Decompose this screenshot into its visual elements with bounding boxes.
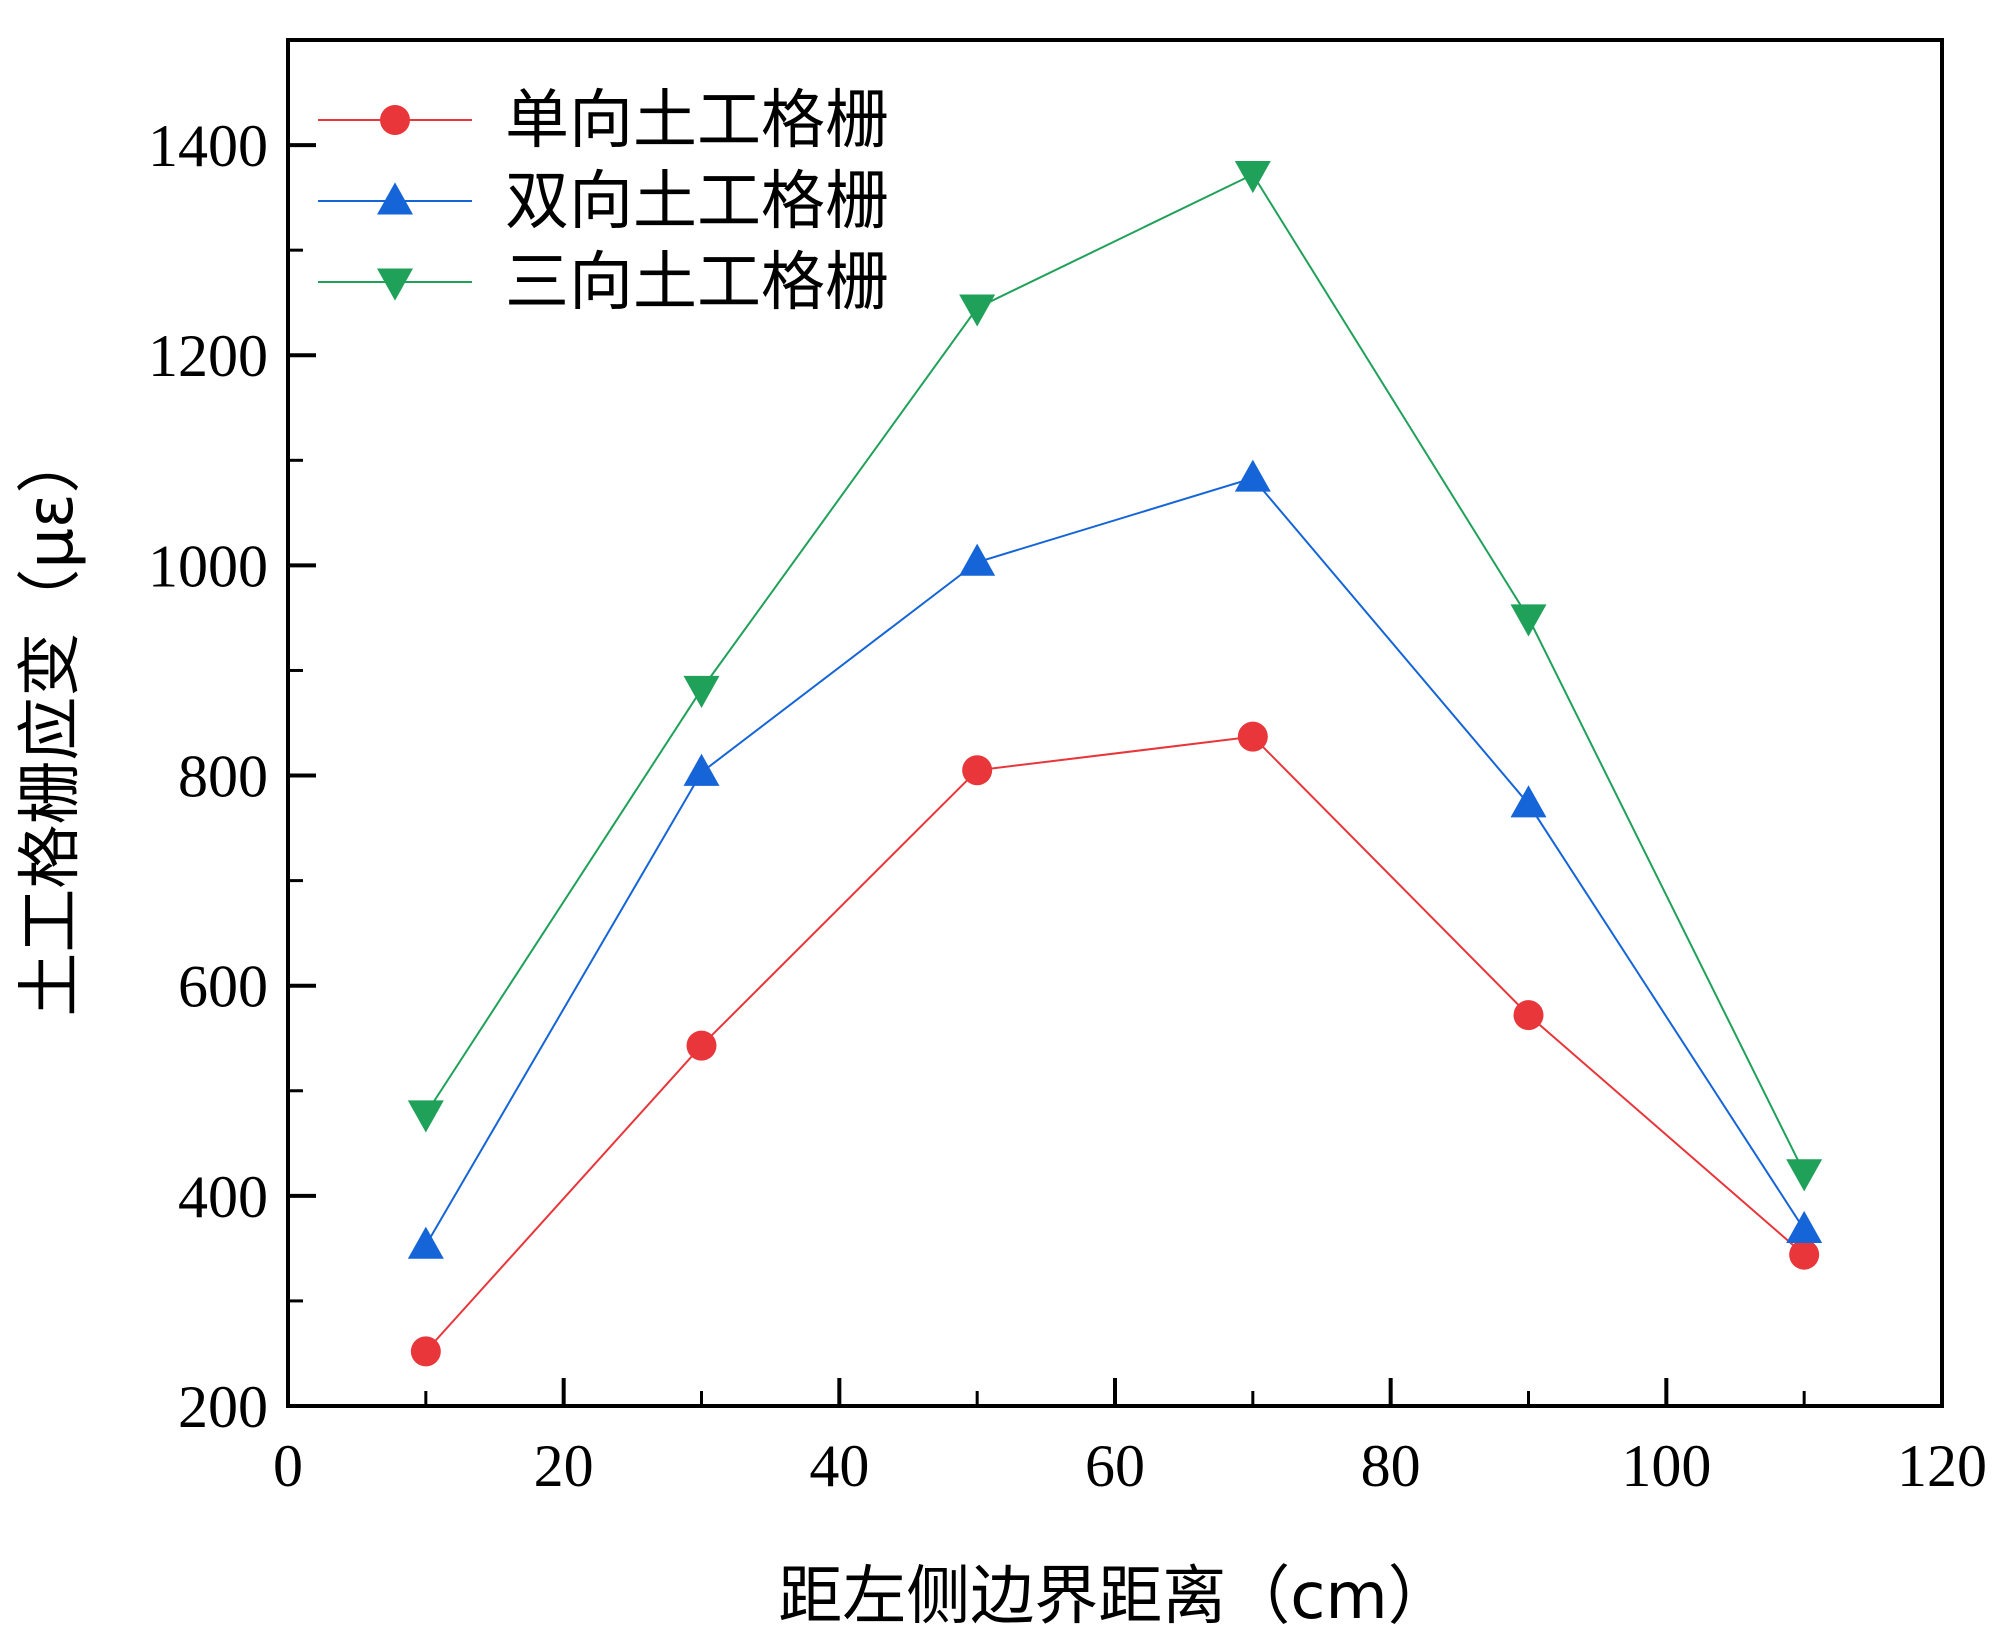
data-point xyxy=(962,755,993,786)
data-point xyxy=(683,675,720,708)
x-tick-label: 100 xyxy=(1621,1433,1711,1499)
y-tick-label: 1200 xyxy=(148,323,268,389)
data-point xyxy=(1234,160,1271,194)
legend-label: 三向土工格栅 xyxy=(505,246,889,320)
series-line xyxy=(425,735,1805,1353)
legend-label: 双向土工格栅 xyxy=(505,165,889,239)
y-tick-label: 1400 xyxy=(148,113,268,179)
data-point xyxy=(1510,785,1547,818)
x-tick-label: 40 xyxy=(809,1433,869,1499)
y-axis-title: 土工格栅应变（με） xyxy=(14,429,88,1016)
legend-item: 单向土工格栅 xyxy=(318,84,889,158)
data-point xyxy=(683,753,720,786)
series-line xyxy=(424,477,1806,1246)
data-point xyxy=(410,1336,441,1367)
plot-frame xyxy=(286,38,1944,1408)
series-3 xyxy=(407,160,1823,1192)
data-point xyxy=(959,294,996,327)
data-point xyxy=(1510,604,1547,637)
x-tick-label: 80 xyxy=(1361,1433,1421,1499)
legend-item: 双向土工格栅 xyxy=(318,165,889,239)
x-tick-label: 0 xyxy=(273,1433,303,1499)
y-axis: 200 400 600 800 1000 1200 1400 xyxy=(148,113,316,1440)
data-point xyxy=(407,1226,444,1259)
data-point xyxy=(1789,1239,1820,1270)
y-tick-label: 200 xyxy=(178,1374,268,1440)
y-tick-label: 400 xyxy=(178,1164,268,1230)
legend-marker xyxy=(380,105,410,135)
data-point xyxy=(1237,721,1268,752)
x-axis: 0 20 40 60 80 100 120 xyxy=(273,1378,1987,1499)
data-point xyxy=(407,1100,444,1133)
y-tick-label: 600 xyxy=(178,954,268,1020)
data-point xyxy=(959,543,996,576)
x-tick-label: 60 xyxy=(1085,1433,1145,1499)
series-2 xyxy=(407,459,1823,1259)
y-tick-label: 1000 xyxy=(148,533,268,599)
data-point xyxy=(1786,1159,1823,1192)
data-point xyxy=(1234,459,1271,492)
plot-series xyxy=(407,160,1823,1367)
data-point xyxy=(1513,1000,1544,1031)
data-point xyxy=(686,1030,717,1061)
legend-item: 三向土工格栅 xyxy=(318,246,889,320)
data-point xyxy=(1786,1210,1823,1243)
x-tick-label: 120 xyxy=(1897,1433,1987,1499)
series-1 xyxy=(410,721,1820,1367)
legend-marker xyxy=(377,268,413,301)
legend-marker xyxy=(377,182,413,215)
series-line xyxy=(424,173,1806,1174)
x-tick-label: 20 xyxy=(534,1433,594,1499)
y-tick-label: 800 xyxy=(178,744,268,810)
legend-label: 单向土工格栅 xyxy=(505,84,889,158)
x-axis-title: 距左侧边界距离（cm） xyxy=(778,1560,1452,1634)
